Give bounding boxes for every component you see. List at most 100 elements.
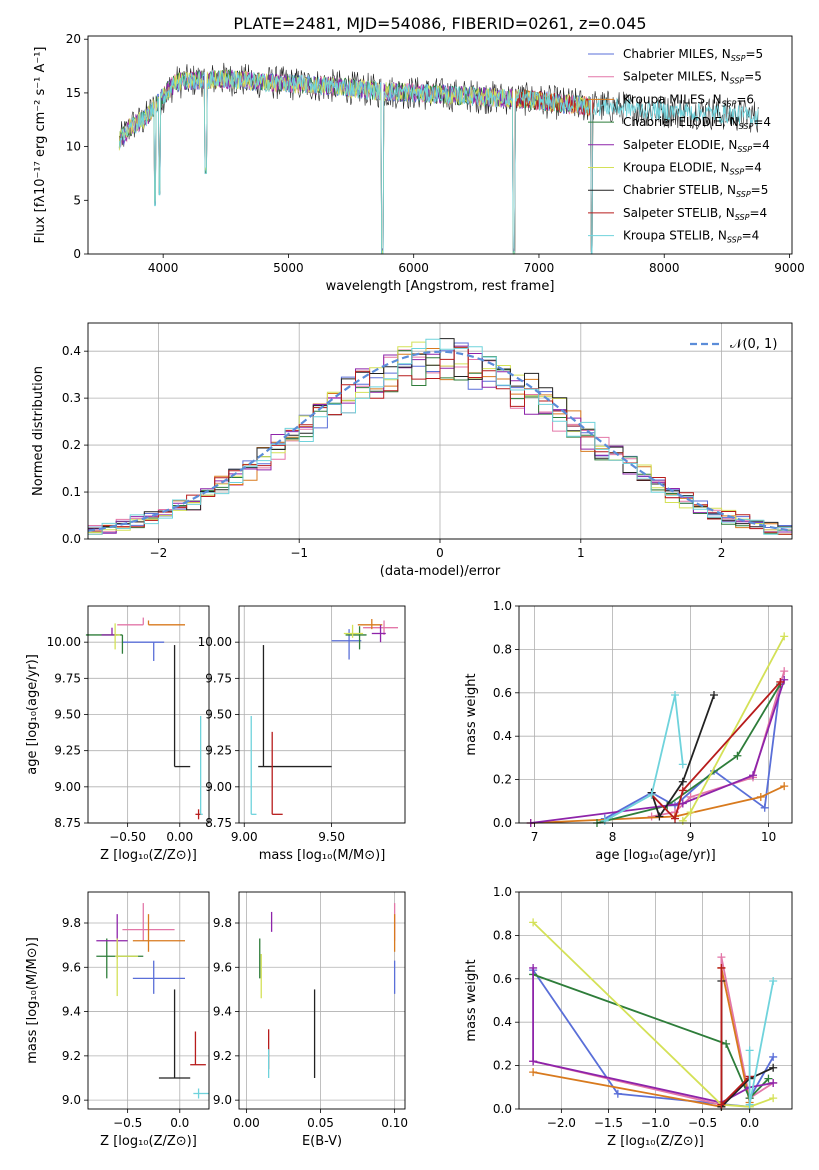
x-tick-label: −1.0 <box>641 1116 670 1130</box>
y-tick-label: 9.75 <box>205 671 232 685</box>
y-tick-label: 0.2 <box>493 1059 512 1073</box>
weight-point-marker <box>678 816 687 825</box>
mass-vs-metallicity-panel: −0.5 0.0 9.0 9.2 9.4 9.6 9.8 Z [log₁₀(Z/Z⊙)] mas… <box>25 891 210 1149</box>
legend-label: Kroupa MILES, NSSP=6 <box>623 92 754 108</box>
weight-point-marker <box>717 953 726 962</box>
y-tick-label: 9.00 <box>205 780 232 794</box>
weight-point-marker <box>600 816 609 825</box>
x-tick-label: 9 <box>687 830 695 844</box>
x-tick-label: −2.0 <box>547 1116 576 1130</box>
legend-label: 𝒩(0, 1) <box>730 337 777 352</box>
spectrum-line <box>118 70 759 255</box>
weight-series-line <box>530 679 786 824</box>
weight-point-marker <box>647 790 656 799</box>
legend-label: Salpeter ELODIE, NSSP=4 <box>623 138 770 154</box>
x-tick-label: 0.10 <box>381 1116 408 1130</box>
x-tick-label: −1 <box>290 546 308 560</box>
y-tick-label: 9.2 <box>62 1049 81 1063</box>
weight-series-line <box>604 694 684 822</box>
weight-point-marker <box>769 1078 778 1087</box>
residuals-panel: −2 −1 0 1 2 0.0 0.1 0.2 0.3 0.4 (data-model)/error… <box>31 322 793 579</box>
x-tick-label: −1.5 <box>594 1116 623 1130</box>
x-tick-label: 9.50 <box>318 830 345 844</box>
weight-vs-age-panel: 7 8 9 10 0.0 0.2 0.4 0.6 0.8 1.0 age [log₁₀(age/yr… <box>464 599 793 863</box>
weight-series-line <box>596 683 782 824</box>
x-axis-label: Z [log₁₀(Z/Z⊙)] <box>100 1134 197 1149</box>
weight-point-marker <box>749 771 757 780</box>
reference-curve <box>87 350 793 532</box>
weight-point-marker <box>686 808 695 817</box>
y-tick-label: 9.0 <box>62 1093 81 1107</box>
weight-point-marker <box>756 792 765 801</box>
y-tick-label: 9.50 <box>205 708 232 722</box>
y-tick-label: 9.4 <box>213 1005 232 1019</box>
y-axis-label: mass weight <box>464 673 479 755</box>
axes-frame <box>518 605 793 824</box>
weight-point-marker <box>733 751 742 760</box>
weight-series-line <box>532 973 770 1100</box>
y-tick-label: 0.6 <box>493 972 512 986</box>
y-tick-label: 5 <box>73 193 81 207</box>
x-tick-label: −2 <box>150 546 168 560</box>
weight-point-marker <box>764 1074 773 1083</box>
y-tick-label: 9.8 <box>213 916 232 930</box>
weight-point-marker <box>780 632 789 641</box>
weight-point-marker <box>529 963 538 972</box>
y-tick-label: 0.6 <box>493 686 512 700</box>
weight-point-marker <box>776 677 785 686</box>
x-tick-label: 6000 <box>398 261 429 275</box>
y-tick-label: 0 <box>73 247 81 261</box>
x-axis-label: E(B-V) <box>302 1134 342 1149</box>
weight-series-line <box>650 681 781 821</box>
y-tick-label: 9.25 <box>54 744 81 758</box>
weight-point-marker <box>769 1052 778 1061</box>
x-tick-label: 9.00 <box>231 830 258 844</box>
weight-point-marker <box>717 963 726 972</box>
weight-point-marker <box>780 667 789 676</box>
axes-frame <box>87 35 793 255</box>
x-axis-label: (data-model)/error <box>380 564 501 579</box>
weight-point-marker <box>647 812 656 821</box>
y-axis-label: mass weight <box>464 959 479 1041</box>
y-tick-label: 9.6 <box>213 960 232 974</box>
weight-point-marker <box>769 1094 778 1103</box>
y-tick-label: 1.0 <box>493 885 512 899</box>
y-tick-label: 0.2 <box>493 773 512 787</box>
legend-label: Kroupa STELIB, NSSP=4 <box>623 229 759 245</box>
weight-point-marker <box>780 782 789 791</box>
weight-point-marker <box>529 1057 538 1066</box>
y-tick-label: 9.25 <box>205 744 232 758</box>
y-tick-label: 0.0 <box>493 816 512 830</box>
legend-label: Chabrier MILES, NSSP=5 <box>623 47 763 63</box>
weight-point-marker <box>710 690 718 699</box>
y-tick-label: 9.75 <box>54 671 81 685</box>
y-tick-label: 10.00 <box>47 635 81 649</box>
y-tick-label: 10 <box>66 140 81 154</box>
y-axis-label: age [log₁₀(age/yr)] <box>25 654 40 775</box>
legend-label: Chabrier STELIB, NSSP=5 <box>623 183 768 199</box>
y-tick-label: 0.0 <box>493 1102 512 1116</box>
histogram-series <box>88 347 792 535</box>
weight-series-line <box>532 956 774 1106</box>
y-tick-label: 0.4 <box>493 729 512 743</box>
y-tick-label: 9.0 <box>213 1093 232 1107</box>
weight-series-line <box>530 785 785 824</box>
age-vs-metallicity-panel: −0.50 0.00 8.75 9.00 9.25 9.50 9.75 10.00 Z [log… <box>25 605 210 863</box>
y-tick-label: 0.2 <box>62 438 81 452</box>
legend: Chabrier MILES, NSSP=5 Salpeter MILES, NS… <box>588 47 771 245</box>
weight-point-marker <box>678 777 687 786</box>
y-tick-label: 0.8 <box>493 642 512 656</box>
weight-point-marker <box>655 812 664 821</box>
y-tick-label: 0.4 <box>62 344 81 358</box>
y-tick-label: 9.50 <box>54 708 81 722</box>
x-tick-label: 0.0 <box>740 1116 759 1130</box>
x-axis-label: age [log₁₀(age/yr)] <box>595 848 716 863</box>
x-tick-label: 4000 <box>148 261 179 275</box>
weight-point-marker <box>613 1089 622 1098</box>
weight-point-marker <box>769 976 778 985</box>
x-tick-label: 2 <box>718 546 726 560</box>
weight-point-marker <box>717 1100 726 1109</box>
weight-point-marker <box>671 690 679 699</box>
